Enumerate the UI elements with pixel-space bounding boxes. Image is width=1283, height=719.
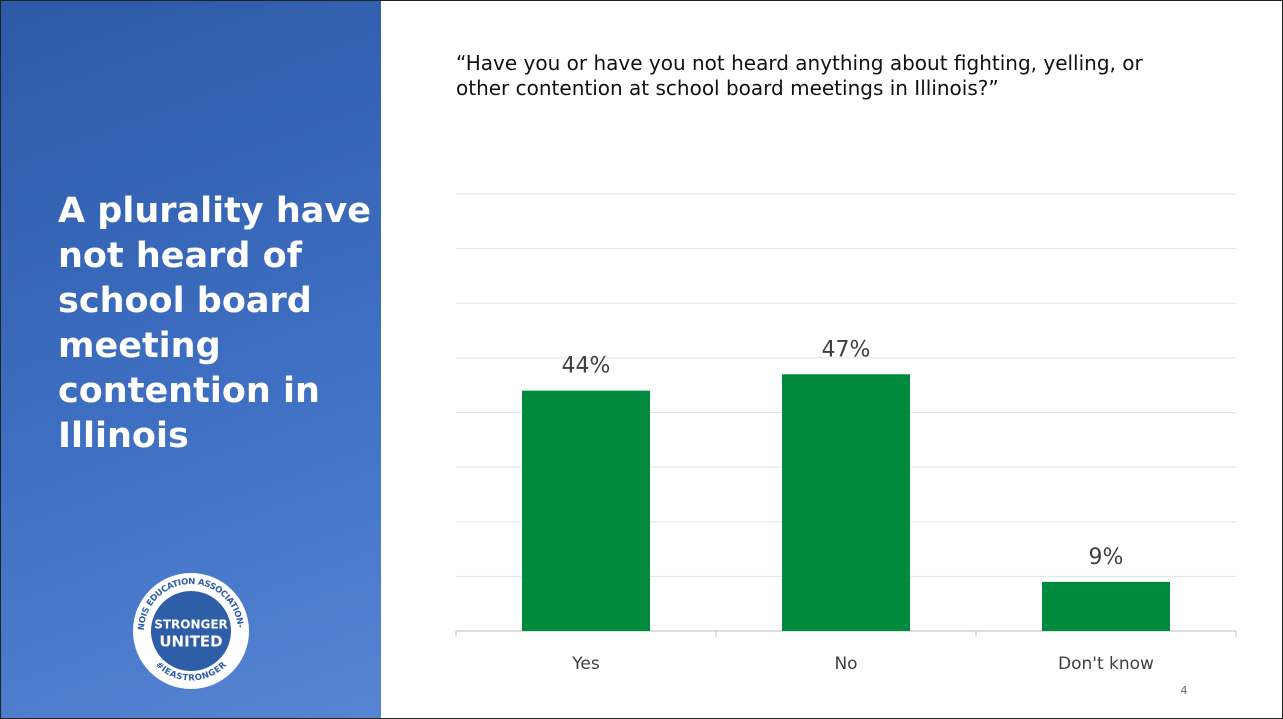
- chart-title: “Have you or have you not heard anything…: [456, 51, 1143, 100]
- logo: ILLINOIS EDUCATION ASSOCIATION-NEA #IEAS…: [1, 1, 249, 689]
- logo-line2: UNITED: [159, 633, 222, 651]
- x-tick-label: Don't know: [1058, 654, 1154, 674]
- logo-line1: STRONGER: [154, 618, 228, 632]
- x-tick-label: Yes: [571, 654, 600, 674]
- slide-heading: A plurality have not heard of school boa…: [58, 191, 371, 456]
- logo-inner: [151, 591, 231, 671]
- value-label: 9%: [1089, 545, 1124, 570]
- x-tick-label: No: [834, 654, 857, 674]
- bar: [782, 374, 910, 631]
- side-panel: A plurality have not heard of school boa…: [1, 1, 381, 718]
- bar: [522, 390, 650, 631]
- page-number: 4: [1181, 684, 1188, 697]
- bar: [1042, 581, 1170, 631]
- value-label: 47%: [822, 337, 871, 362]
- value-label: 44%: [562, 354, 611, 379]
